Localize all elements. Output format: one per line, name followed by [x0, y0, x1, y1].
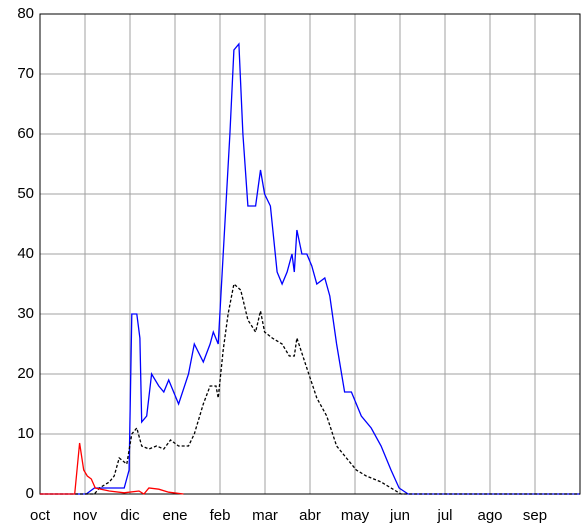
x-tick-label: ene [162, 507, 187, 524]
x-tick-label: jul [436, 507, 452, 524]
x-tick-label: oct [30, 507, 51, 524]
y-tick-label: 50 [17, 185, 34, 202]
y-tick-label: 60 [17, 125, 34, 142]
x-tick-label: dic [120, 507, 140, 524]
line [40, 42, 580, 495]
y-tick-label: 70 [17, 65, 34, 82]
x-tick-label: feb [210, 507, 231, 524]
x-tick-label: jun [389, 507, 410, 524]
y-tick-label: 30 [17, 305, 34, 322]
x-tick-label: sep [523, 507, 547, 524]
x-tick-label: mar [252, 507, 278, 524]
plot-frame [39, 13, 581, 495]
x-tick-label: nov [73, 507, 98, 524]
line [40, 442, 184, 495]
line [40, 282, 580, 495]
x-tick-label: abr [299, 507, 321, 524]
y-tick-label: 40 [17, 245, 34, 262]
x-tick-label: may [341, 507, 370, 524]
y-tick-label: 0 [26, 485, 34, 502]
y-tick-label: 20 [17, 365, 34, 382]
x-tick-label: ago [477, 507, 502, 524]
y-tick-label: 10 [17, 425, 34, 442]
y-tick-label: 80 [17, 5, 34, 22]
